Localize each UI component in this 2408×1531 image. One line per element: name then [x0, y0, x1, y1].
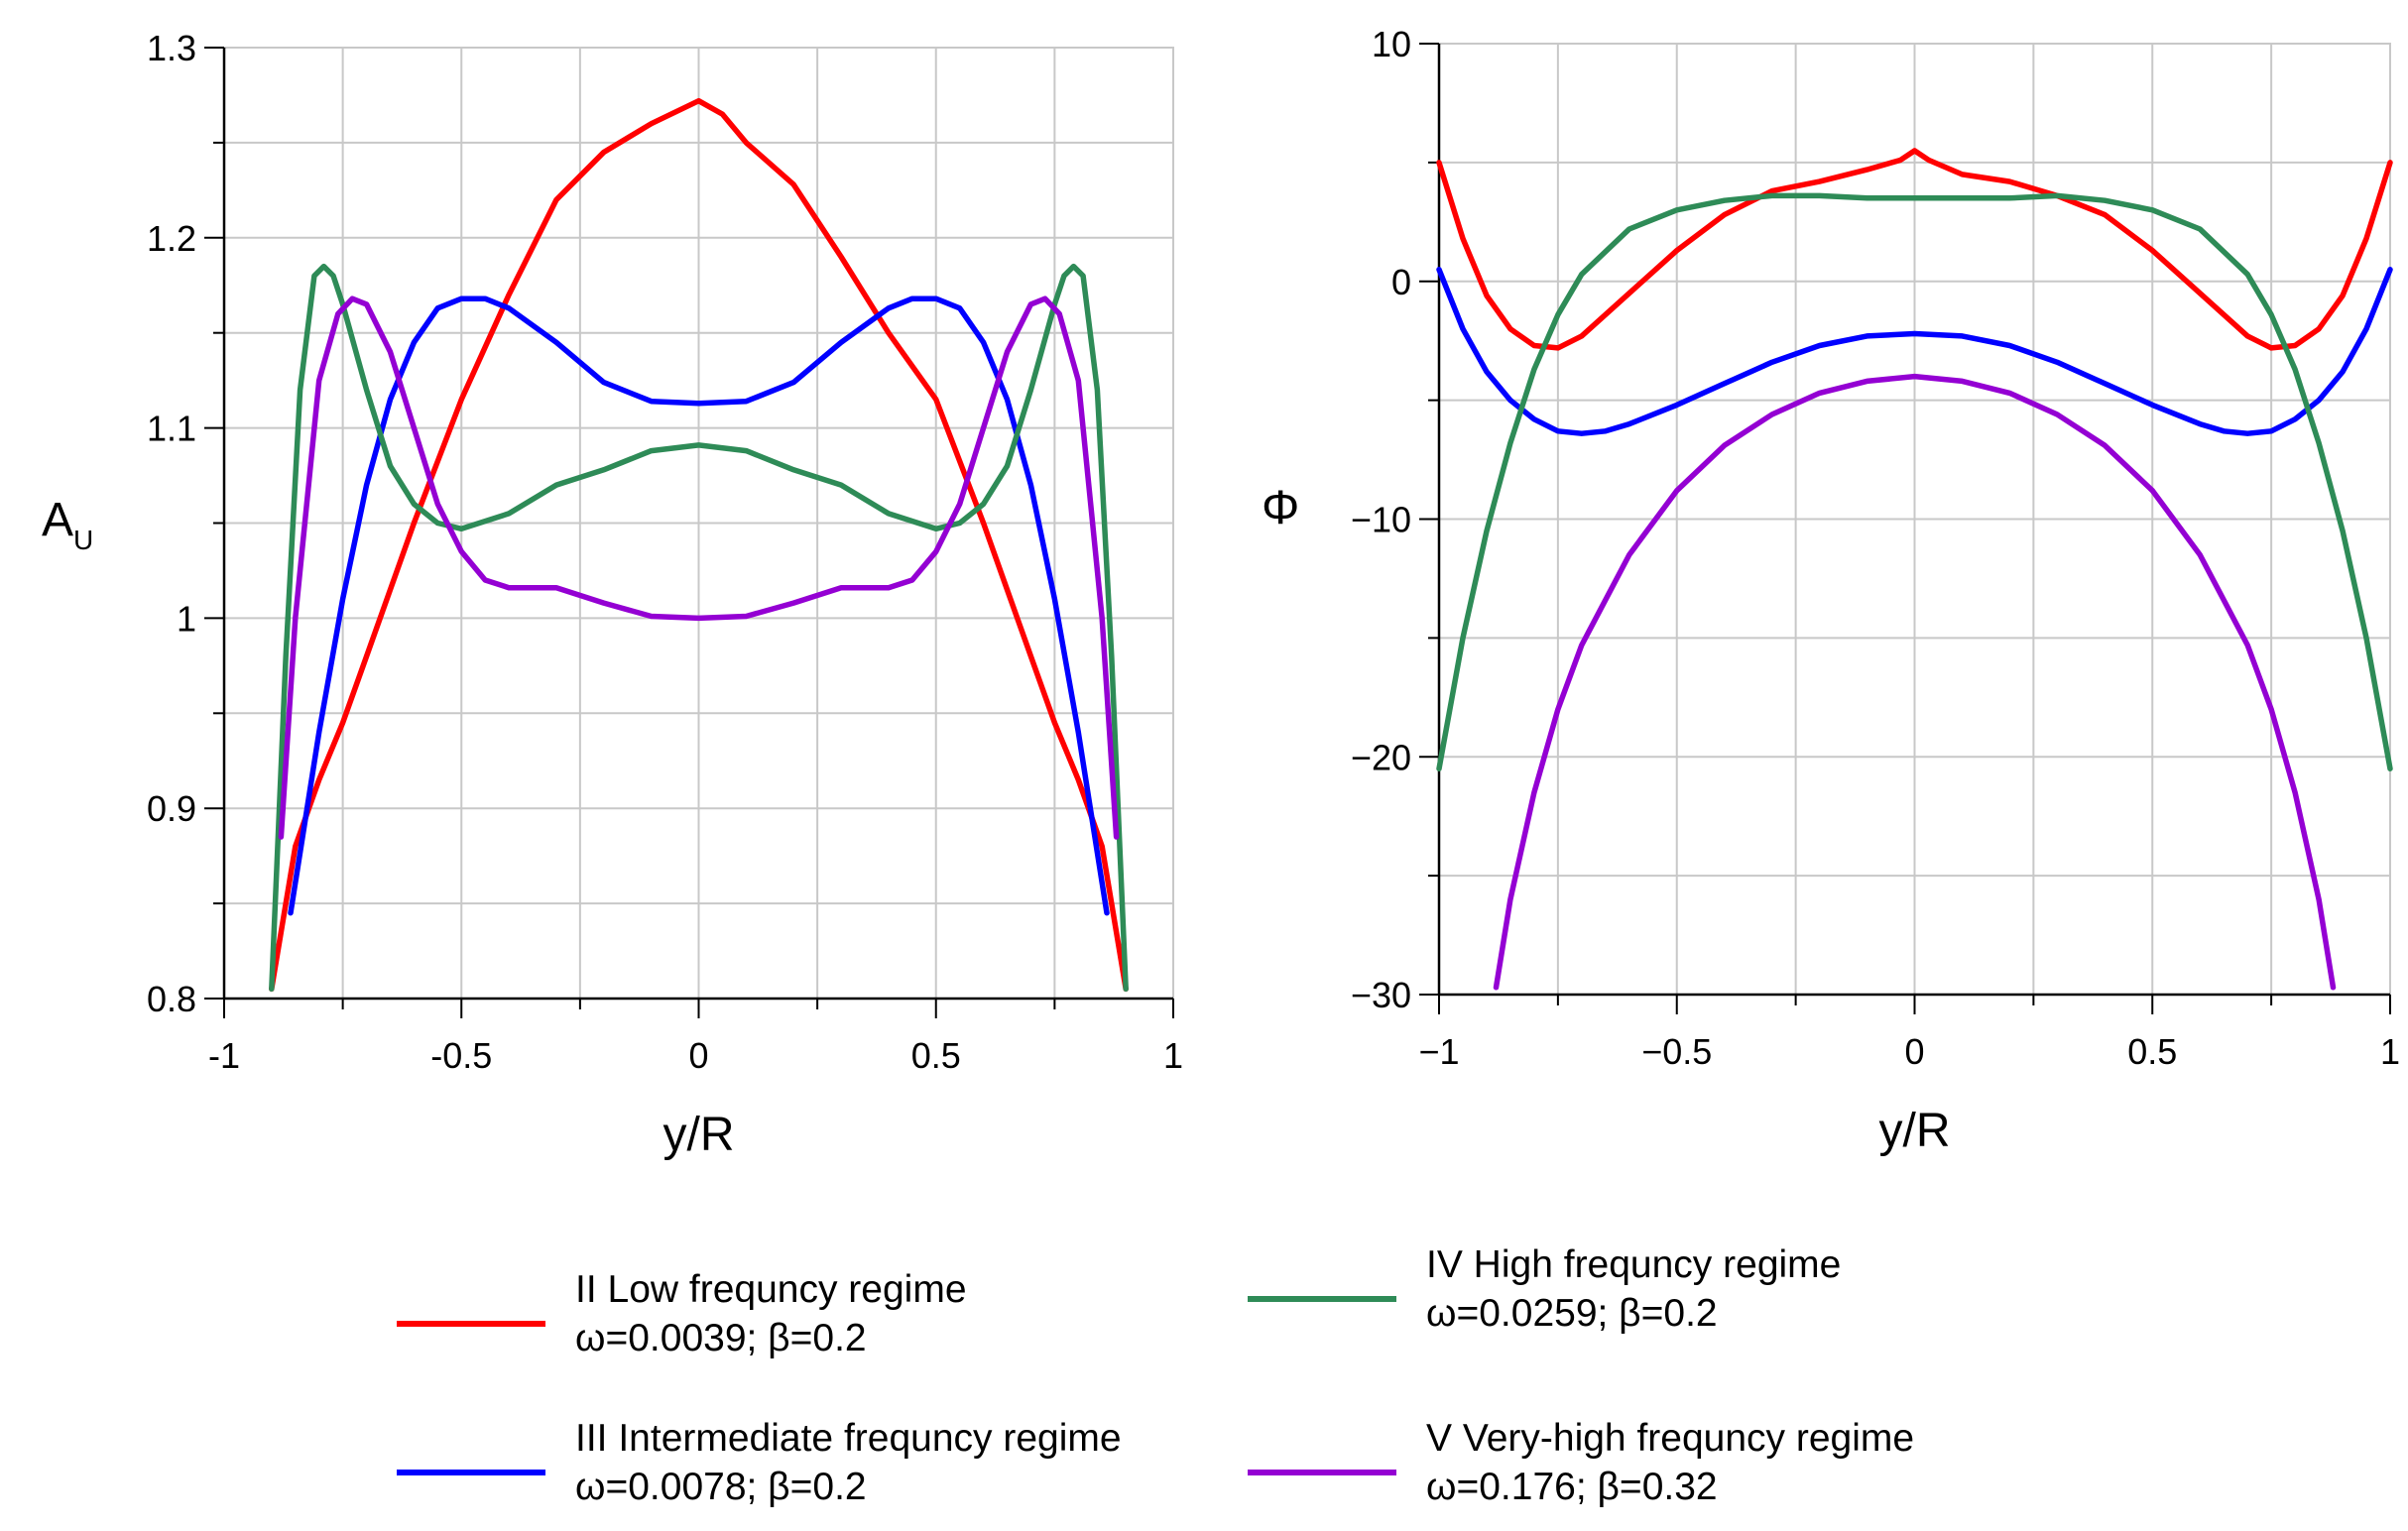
y-tick-label: 1 — [177, 598, 196, 639]
x-tick-label: 1 — [2380, 1031, 2400, 1072]
y-axis-label: Φ — [1262, 482, 1299, 534]
y-tick-label: 1.1 — [147, 409, 196, 449]
y-tick-label: 0.9 — [147, 788, 196, 829]
x-tick-label: 0.5 — [911, 1035, 961, 1076]
x-tick-label: 0 — [1904, 1031, 1924, 1072]
y-tick-label: 1.2 — [147, 218, 196, 259]
legend-params: ω=0.0259; β=0.2 — [1426, 1292, 1718, 1335]
x-tick-label: -0.5 — [430, 1035, 492, 1076]
series-line-IV — [1436, 192, 2393, 771]
legend-label: IV High frequncy regime — [1426, 1243, 1841, 1286]
x-tick-label: 0 — [688, 1035, 708, 1076]
legend-label: V Very-high frequncy regime — [1426, 1417, 1914, 1460]
y-tick-label: −10 — [1351, 500, 1411, 540]
legend-label: II Low frequncy regime — [575, 1268, 967, 1311]
legend-params: ω=0.0078; β=0.2 — [575, 1466, 867, 1508]
series-line-V — [1493, 373, 2337, 991]
y-tick-label: 1.3 — [147, 28, 196, 68]
y-tick-label: 10 — [1372, 24, 1411, 64]
y-tick-label: 0 — [1391, 262, 1411, 302]
left-chart-amplitude: -1 -0.5 0 0.5 1 0.8 0.9 1 1.1 1.2 1.3 y/R AU — [42, 28, 1183, 1161]
x-tick-label: 0.5 — [2127, 1031, 2177, 1072]
y-tick-label: −20 — [1351, 737, 1411, 777]
y-tick-label: −30 — [1351, 975, 1411, 1015]
y-tick-label: 0.8 — [147, 979, 196, 1019]
series-line-III — [1436, 267, 2393, 436]
y-axis-label: AU — [42, 494, 93, 555]
series-line-II — [1436, 148, 2393, 351]
series-line-V — [278, 295, 1120, 840]
x-axis-label: y/R — [1879, 1105, 1951, 1157]
legend-params: ω=0.0039; β=0.2 — [575, 1317, 867, 1359]
series-line-IV — [269, 263, 1129, 993]
x-axis-label: y/R — [663, 1109, 735, 1161]
x-tick-label: 1 — [1163, 1035, 1183, 1076]
right-chart-phase: −1 −0.5 0 0.5 1 −30 −20 −10 0 10 y/R Φ — [1262, 24, 2400, 1157]
x-tick-label: −0.5 — [1641, 1031, 1712, 1072]
x-tick-label: −1 — [1418, 1031, 1459, 1072]
legend: II Low frequncy regime ω=0.0039; β=0.2 IV … — [397, 1243, 1914, 1508]
legend-params: ω=0.176; β=0.32 — [1426, 1466, 1718, 1508]
x-tick-label: -1 — [208, 1035, 240, 1076]
legend-label: III Intermediate frequncy regime — [575, 1417, 1122, 1460]
series-line-II — [269, 97, 1129, 993]
